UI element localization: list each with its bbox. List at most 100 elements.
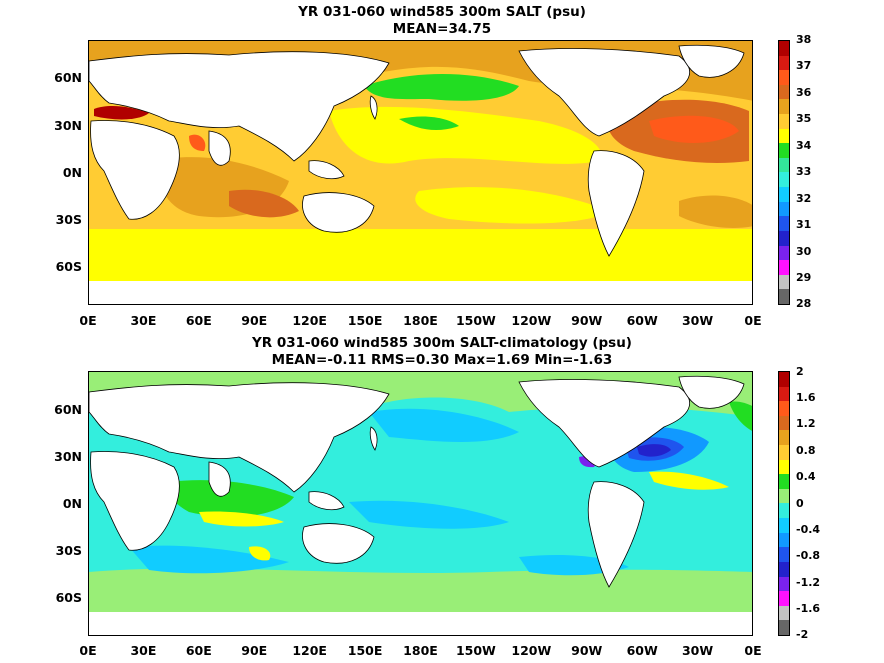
x-tick-label: 60E (185, 643, 212, 658)
colorbar-segment (779, 201, 789, 217)
panel1-colorbar-segments (779, 41, 789, 304)
colorbar-segment (779, 289, 789, 304)
cbar1-label: 38 (796, 33, 812, 46)
x-tick-label: 150W (455, 643, 496, 658)
cbar1-label: 36 (796, 86, 812, 99)
cbar1-label: 32 (796, 192, 812, 205)
x-tick-label: 30E (130, 643, 157, 658)
x-tick-label: 90W (571, 313, 603, 328)
colorbar-segment (779, 503, 789, 519)
colorbar-segment (779, 41, 789, 56)
cbar2-label: -0.8 (796, 549, 821, 562)
colorbar-segment (779, 459, 789, 475)
panel2-map (88, 371, 753, 636)
y-tick-label: 0N (62, 496, 82, 511)
colorbar-segment (779, 415, 789, 431)
colorbar-segment (779, 591, 789, 606)
panel2-colorbar-segments (779, 372, 789, 635)
x-tick-label: 150W (455, 313, 496, 328)
colorbar-segment (779, 114, 789, 129)
colorbar-segment (779, 547, 789, 562)
colorbar-segment (779, 245, 789, 261)
cbar2-label: 1.2 (796, 417, 816, 430)
x-tick-label: 60E (185, 313, 212, 328)
colorbar-segment (779, 143, 789, 158)
colorbar-segment (779, 157, 789, 173)
colorbar-segment (779, 55, 789, 71)
panel2-colorbar (778, 371, 790, 636)
cbar2-label: 0.4 (796, 470, 816, 483)
panel1-colorbar (778, 40, 790, 305)
x-tick-label: 90E (241, 313, 268, 328)
cbar2-label: -1.6 (796, 602, 821, 615)
cbar2-label: 0 (796, 497, 804, 510)
x-tick-label: 0E (744, 313, 762, 328)
colorbar-segment (779, 576, 789, 592)
x-tick-label: 180E (403, 643, 438, 658)
cbar1-label: 30 (796, 245, 812, 258)
colorbar-segment (779, 488, 789, 504)
y-tick-label: 0N (62, 165, 82, 180)
x-tick-label: 60W (626, 313, 658, 328)
panel1-map (88, 40, 753, 305)
colorbar-segment (779, 216, 789, 231)
colorbar-segment (779, 518, 789, 533)
y-tick-label: 30S (55, 543, 82, 558)
cbar2-label: 0.8 (796, 444, 816, 457)
y-tick-label: 30N (54, 118, 82, 133)
cbar1-label: 37 (796, 59, 812, 72)
x-tick-label: 90W (571, 643, 603, 658)
cbar2-label: -1.2 (796, 576, 821, 589)
y-tick-label: 30N (54, 449, 82, 464)
colorbar-segment (779, 70, 789, 85)
x-tick-label: 30W (681, 313, 714, 328)
x-tick-label: 120E (292, 313, 327, 328)
cbar2-label: 2 (796, 365, 804, 378)
x-tick-label: 0E (79, 643, 97, 658)
y-tick-label: 60N (54, 70, 82, 85)
cbar1-label: 33 (796, 165, 812, 178)
panel2-stats: MEAN=-0.11 RMS=0.30 Max=1.69 Min=-1.63 (271, 352, 613, 368)
x-tick-label: 30E (130, 313, 157, 328)
colorbar-segment (779, 605, 789, 621)
colorbar-segment (779, 430, 789, 446)
x-tick-label: 120W (511, 643, 552, 658)
colorbar-segment (779, 84, 789, 100)
colorbar-segment (779, 474, 789, 489)
colorbar-segment (779, 260, 789, 275)
y-tick-label: 60N (54, 402, 82, 417)
x-tick-label: 60W (626, 643, 658, 658)
y-tick-label: 60S (55, 590, 82, 605)
colorbar-segment (779, 561, 789, 577)
x-tick-label: 90E (241, 643, 268, 658)
panel1-mean: MEAN=34.75 (392, 21, 492, 37)
colorbar-segment (779, 230, 789, 246)
colorbar-segment (779, 532, 789, 548)
cbar1-label: 28 (796, 297, 812, 310)
colorbar-segment (779, 172, 789, 188)
y-tick-label: 30S (55, 212, 82, 227)
cbar2-label: 1.6 (796, 391, 816, 404)
x-tick-label: 30W (681, 643, 714, 658)
colorbar-segment (779, 128, 789, 144)
cbar1-label: 34 (796, 139, 812, 152)
colorbar-segment (779, 401, 789, 416)
x-tick-label: 150E (347, 313, 383, 328)
x-tick-label: 0E (79, 313, 97, 328)
colorbar-segment (779, 445, 789, 460)
x-tick-label: 180E (403, 313, 438, 328)
panel2-title: YR 031-060 wind585 300m SALT-climatology… (252, 335, 632, 351)
y-tick-label: 60S (55, 259, 82, 274)
cbar1-label: 31 (796, 218, 812, 231)
x-tick-label: 120W (511, 313, 552, 328)
panel1-title: YR 031-060 wind585 300m SALT (psu) (298, 4, 586, 20)
colorbar-segment (779, 620, 789, 635)
cbar2-label: -2 (796, 628, 809, 641)
cbar1-label: 29 (796, 271, 812, 284)
colorbar-segment (779, 99, 789, 115)
colorbar-segment (779, 187, 789, 202)
x-tick-label: 0E (744, 643, 762, 658)
x-tick-label: 120E (292, 643, 327, 658)
cbar1-label: 35 (796, 112, 812, 125)
colorbar-segment (779, 386, 789, 402)
